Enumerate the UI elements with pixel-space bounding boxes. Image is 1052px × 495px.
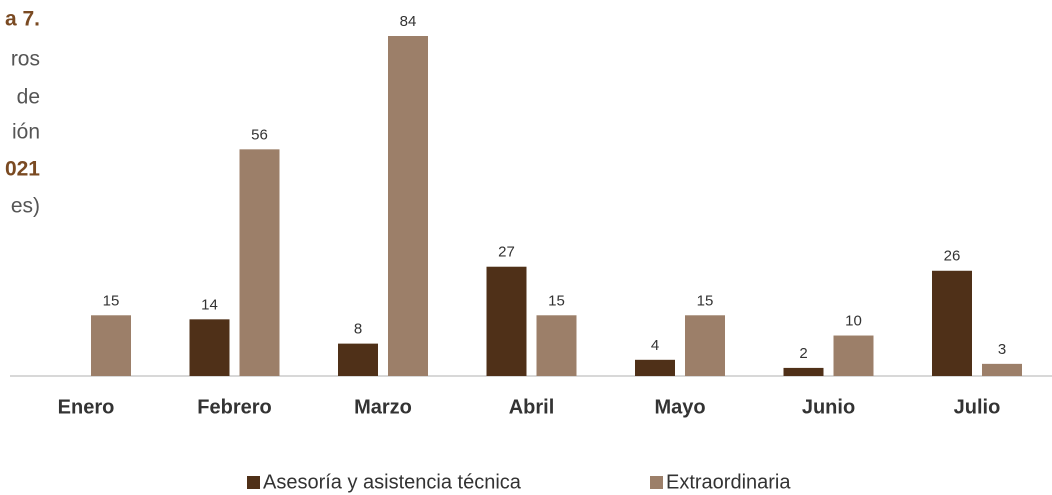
data-label: 15	[548, 292, 565, 309]
title-line: ión	[12, 121, 40, 144]
data-label: 15	[697, 292, 714, 309]
bar	[388, 36, 428, 376]
bar	[486, 266, 527, 376]
data-label: 8	[354, 321, 362, 338]
data-label: 56	[251, 126, 268, 143]
bar	[536, 315, 577, 376]
data-label: 26	[944, 248, 961, 265]
bar	[783, 367, 824, 376]
data-label: 10	[845, 312, 862, 329]
data-label: 3	[998, 341, 1006, 358]
title-line: es)	[11, 195, 40, 218]
bar	[982, 363, 1022, 376]
x-tick-label: Abril	[509, 396, 555, 418]
bar	[91, 315, 131, 376]
title-line: de	[17, 86, 40, 109]
data-label: 27	[498, 244, 515, 261]
x-tick-label: Mayo	[654, 396, 705, 418]
x-tick-label: Julio	[954, 396, 1001, 418]
bar	[239, 149, 280, 376]
x-tick-label: Enero	[58, 396, 115, 418]
bar	[932, 270, 972, 376]
bar	[685, 315, 725, 376]
title-line: 021	[5, 158, 40, 181]
legend-label: Asesoría y asistencia técnica	[263, 471, 522, 493]
data-label: 4	[651, 337, 659, 354]
x-tick-label: Junio	[802, 396, 855, 418]
data-label: 15	[103, 292, 120, 309]
bar	[338, 343, 378, 376]
legend-label: Extraordinaria	[666, 471, 791, 493]
data-label: 84	[400, 13, 417, 30]
legend-swatch	[247, 476, 260, 489]
x-tick-label: Febrero	[197, 396, 271, 418]
data-label: 2	[799, 345, 807, 362]
legend-swatch	[650, 476, 663, 489]
bar	[635, 359, 675, 376]
data-label: 14	[201, 296, 218, 313]
title-line: ros	[11, 48, 40, 71]
bar	[189, 319, 230, 376]
bar	[833, 335, 874, 376]
title-line: a 7.	[5, 8, 40, 31]
x-tick-label: Marzo	[354, 396, 412, 418]
